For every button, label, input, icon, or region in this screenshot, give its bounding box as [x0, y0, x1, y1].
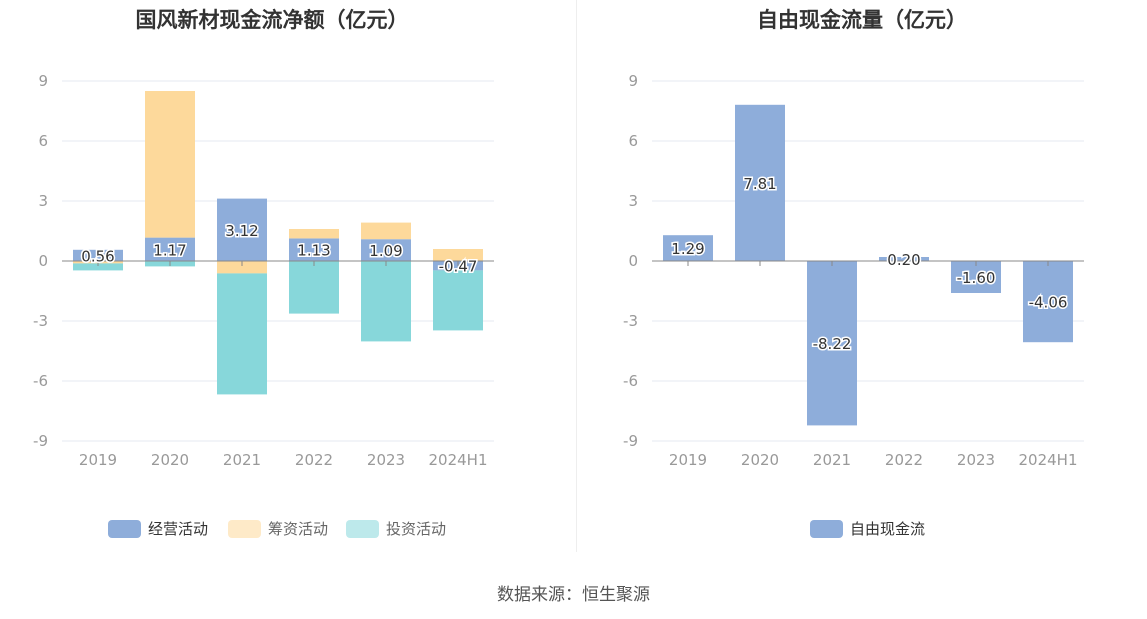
- chart2-y-tick-label: 9: [628, 72, 638, 90]
- chart1-legend-swatch: [108, 520, 141, 538]
- chart1-bar: [289, 238, 339, 261]
- chart1-bar: [73, 263, 123, 271]
- chart1-title: 国风新材现金流净额（亿元）: [136, 8, 409, 32]
- chart1-data-label: 1.17: [153, 241, 186, 259]
- chart1-legend-label: 经营活动: [148, 520, 208, 538]
- chart2-x-tick-label: 2023: [957, 451, 995, 469]
- chart1-bar: [217, 198, 267, 261]
- chart1-y-tick-label: -9: [33, 432, 48, 450]
- chart2-y-tick-label: 3: [628, 192, 638, 210]
- chart1-legend-label: 筹资活动: [268, 520, 328, 538]
- chart2-data-label: -1.60: [957, 269, 996, 287]
- chart2-bar: [1023, 261, 1073, 343]
- chart2-y-tick-label: 0: [628, 252, 638, 270]
- chart1-bar: [145, 237, 195, 261]
- chart1-legend-label: 投资活动: [386, 520, 446, 538]
- chart2-x-tick-label: 2024H1: [1019, 451, 1078, 469]
- chart2-data-label: 7.81: [743, 175, 776, 193]
- chart1-y-tick-label: 9: [38, 72, 48, 90]
- chart1-y-tick-label: -6: [33, 372, 48, 390]
- chart2-bar: [663, 235, 713, 261]
- chart1-x-tick-label: 2024H1: [429, 451, 488, 469]
- chart2-data-label: 0.20: [887, 251, 920, 269]
- chart1-bar: [433, 249, 483, 261]
- chart1-bar: [289, 261, 339, 314]
- chart2-data-label: -4.06: [1029, 294, 1068, 312]
- chart1-bar: [361, 261, 411, 342]
- chart2-y-tick-label: -9: [623, 432, 638, 450]
- chart2-y-tick-label: -3: [623, 312, 638, 330]
- chart1-x-tick-label: 2022: [295, 451, 333, 469]
- chart1-data-label: -0.47: [439, 258, 478, 276]
- chart1-x-tick-label: 2019: [79, 451, 117, 469]
- chart1-bar: [361, 222, 411, 240]
- chart1-data-label: 3.12: [225, 222, 258, 240]
- chart1-bar: [217, 273, 267, 395]
- chart1-bar: [361, 239, 411, 261]
- chart1-legend-swatch: [228, 520, 261, 538]
- chart2-bar: [807, 261, 857, 426]
- chart1-x-tick-label: 2021: [223, 451, 261, 469]
- chart2-legend-label: 自由现金流: [850, 520, 925, 538]
- chart1-bar: [289, 229, 339, 239]
- chart2-data-label: 1.29: [671, 240, 704, 258]
- chart1-bar: [73, 249, 123, 261]
- chart1-data-label: 1.13: [297, 242, 330, 260]
- panel-divider: [576, 0, 577, 552]
- chart1-data-label: 1.09: [369, 242, 402, 260]
- chart2-y-tick-label: 6: [628, 132, 638, 150]
- chart1-bar: [433, 270, 483, 331]
- chart2-bar: [735, 104, 785, 261]
- chart1-y-tick-label: 6: [38, 132, 48, 150]
- chart2-y-tick-label: -6: [623, 372, 638, 390]
- chart2-data-label: -8.22: [813, 335, 852, 353]
- chart2-x-tick-label: 2019: [669, 451, 707, 469]
- chart2-x-tick-label: 2021: [813, 451, 851, 469]
- chart1-x-tick-label: 2023: [367, 451, 405, 469]
- chart2-title: 自由现金流量（亿元）: [757, 8, 967, 32]
- data-source-note: 数据来源：恒生聚源: [497, 585, 650, 605]
- chart2-x-tick-label: 2020: [741, 451, 779, 469]
- chart1-y-tick-label: 0: [38, 252, 48, 270]
- chart1-legend-swatch: [346, 520, 379, 538]
- chart2-legend-swatch: [810, 520, 843, 538]
- chart2-x-tick-label: 2022: [885, 451, 923, 469]
- chart1-y-tick-label: -3: [33, 312, 48, 330]
- chart1-data-label: 0.56: [81, 247, 114, 265]
- chart2-bar: [879, 257, 929, 261]
- chart1-bar: [145, 91, 195, 238]
- chart1-x-tick-label: 2020: [151, 451, 189, 469]
- chart2-bar: [951, 261, 1001, 293]
- chart1-y-tick-label: 3: [38, 192, 48, 210]
- chart1-bar: [217, 261, 267, 274]
